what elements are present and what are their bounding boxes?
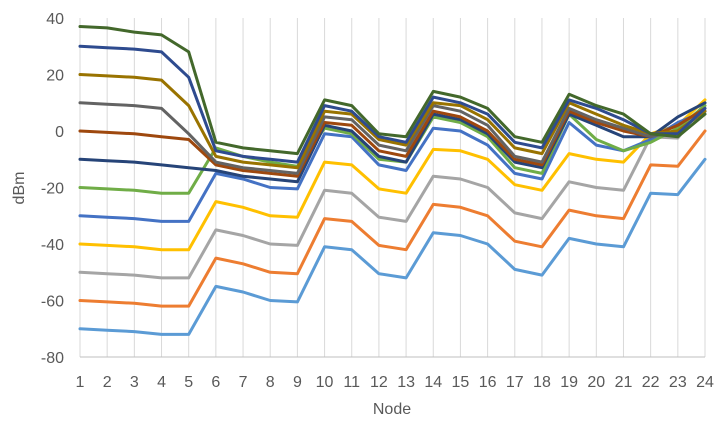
- y-tick-label: 0: [55, 124, 64, 141]
- x-tick-label: 23: [669, 374, 687, 391]
- series-line-4: [78, 98, 707, 252]
- x-tick-label: 5: [184, 374, 193, 391]
- x-tick-label: 12: [370, 374, 388, 391]
- x-tick-label: 11: [343, 374, 360, 391]
- series-line-7: [78, 101, 707, 184]
- series-line-10: [78, 73, 707, 170]
- x-tick-label: 9: [293, 374, 302, 391]
- series-line-9: [78, 101, 707, 175]
- x-tick-label: 2: [103, 374, 112, 391]
- x-tick-label: 15: [452, 374, 470, 391]
- series-line-5: [78, 109, 707, 223]
- x-tick-label: 3: [130, 374, 139, 391]
- x-tick-label: 18: [533, 374, 551, 391]
- x-tick-label: 20: [587, 374, 605, 391]
- x-tick-label: 7: [239, 374, 248, 391]
- x-tick-label: 24: [696, 374, 714, 391]
- x-tick-label: 13: [397, 374, 415, 391]
- x-tick-labels: 1 2 3 4 5 6 7 8 9 10 11 12 13 14 15 16 17 18 19 20 21 22 23 24: [76, 374, 714, 391]
- series-line-1: [78, 157, 707, 336]
- y-tick-label: -80: [41, 350, 64, 367]
- x-tick-label: 6: [211, 374, 220, 391]
- x-tick-label: 21: [615, 374, 633, 391]
- y-tick-labels: -80 -60 -40 -20 0 20 40: [41, 11, 64, 367]
- x-tick-label: 1: [76, 374, 85, 391]
- series-line-12: [78, 25, 707, 156]
- series-line-3: [78, 101, 707, 280]
- series-line-11: [78, 44, 707, 164]
- y-tick-label: -40: [41, 237, 64, 254]
- x-axis-title: Node: [373, 401, 411, 418]
- series-line-2: [78, 129, 707, 308]
- x-tick-label: 17: [506, 374, 524, 391]
- y-axis-title: dBm: [11, 172, 28, 205]
- series-group: [78, 25, 707, 336]
- x-tick-label: 22: [642, 374, 660, 391]
- y-tick-label: -20: [41, 181, 64, 198]
- x-tick-label: 14: [424, 374, 442, 391]
- series-line-8: [78, 106, 707, 178]
- x-tick-label: 16: [479, 374, 497, 391]
- y-tick-label: 20: [46, 68, 64, 85]
- x-tick-label: 4: [157, 374, 166, 391]
- y-tick-label: -60: [41, 294, 64, 311]
- x-tick-label: 19: [560, 374, 578, 391]
- y-tick-label: 40: [46, 11, 64, 28]
- grid-lines: [79, 18, 706, 358]
- x-tick-label: 10: [316, 374, 334, 391]
- x-tick-label: 8: [266, 374, 275, 391]
